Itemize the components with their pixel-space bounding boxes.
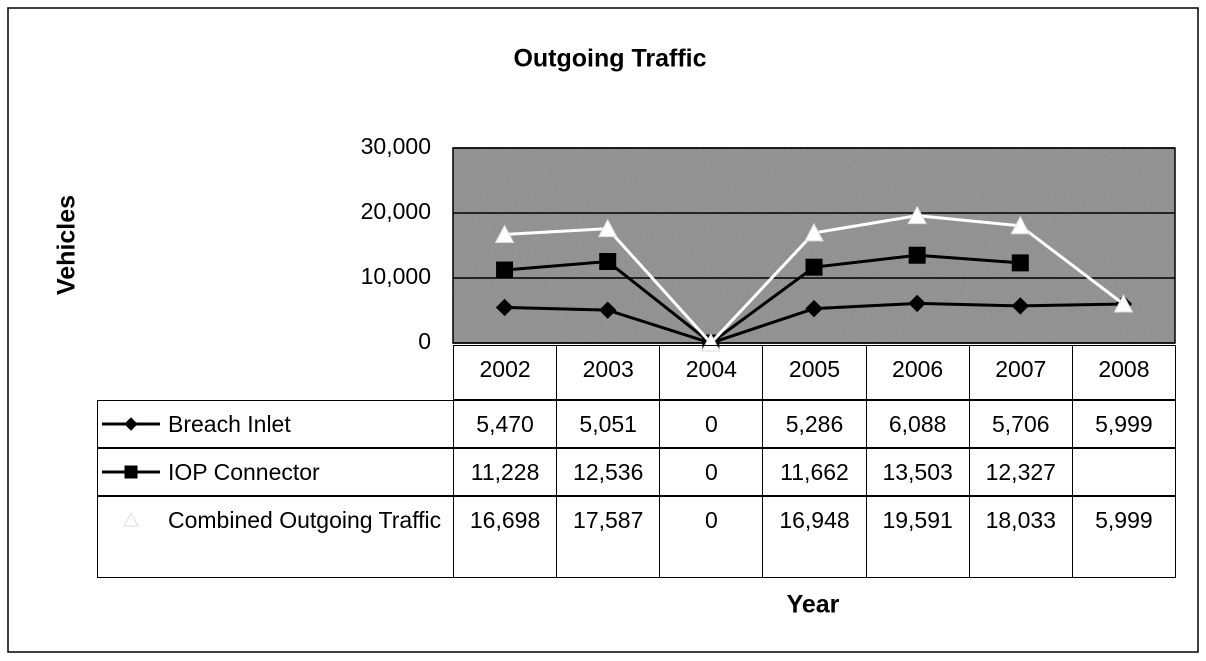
series-line [504,253,1021,345]
marker [907,205,927,225]
table-value: 12,327 [968,448,1073,496]
x-axis-label: Year [787,591,840,619]
table-header: 2007 [968,345,1073,400]
table-value: 0 [659,448,764,496]
legend-entry: Combined Outgoing Traffic [97,496,454,578]
y-axis-label: Vehicles [53,195,81,295]
table-value [1071,448,1176,496]
marker [597,218,618,238]
table-value: 6,088 [865,400,970,448]
table-value: 18,033 [968,496,1073,578]
legend-entry: IOP Connector [97,448,454,496]
table-value: 16,698 [453,496,558,578]
marker [1011,254,1029,272]
marker [599,253,617,271]
y-tick-label: 0 [418,328,431,354]
table-header: 2004 [659,345,764,400]
y-tick-label: 30,000 [361,133,431,159]
table-value: 0 [659,400,764,448]
legend-entry: Breach Inlet [97,400,454,448]
marker [599,301,617,319]
table-value: 5,470 [453,400,558,448]
table-value: 5,999 [1071,496,1176,578]
table-value: 11,662 [762,448,867,496]
table-value: 5,286 [762,400,867,448]
marker [124,417,138,431]
table-value: 13,503 [865,448,970,496]
table-header: 2002 [453,345,558,400]
table-header: 2008 [1071,345,1176,400]
chart-border [7,7,1199,653]
marker [1011,297,1029,315]
table-header: 2005 [762,345,867,400]
table-value: 11,228 [453,448,558,496]
table-value: 19,591 [865,496,970,578]
marker [496,261,514,279]
marker [805,299,823,318]
marker [1010,215,1031,235]
marker [701,332,721,352]
marker [804,222,824,242]
marker [124,465,138,479]
marker [494,224,515,243]
marker [908,294,926,313]
y-tick-label: 20,000 [361,198,431,224]
marker [908,246,926,264]
table-value: 5,051 [556,400,661,448]
table-value: 5,999 [1071,400,1176,448]
plot-frame [452,147,1176,344]
table-value: 17,587 [556,496,661,578]
marker [495,298,514,317]
table-value: 16,948 [762,496,867,578]
table-value: 5,706 [968,400,1073,448]
y-tick-label: 10,000 [361,263,431,289]
table-header: 2003 [556,345,661,400]
table-value: 12,536 [556,448,661,496]
chart-title: Outgoing Traffic [513,45,706,73]
table-header: 2006 [865,345,970,400]
marker [123,511,139,527]
table-value: 0 [659,496,764,578]
marker [805,258,823,276]
marker [1113,293,1134,313]
